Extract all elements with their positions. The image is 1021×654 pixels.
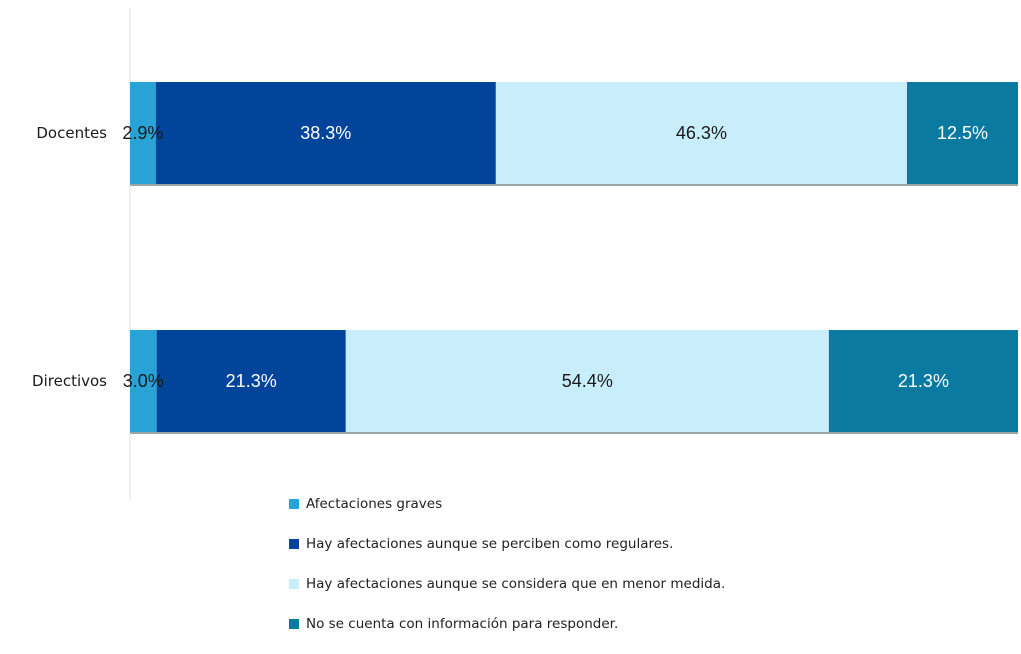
bar-segment-1-3 [495, 82, 907, 184]
segment-label-1-4: 12.5% [937, 123, 988, 143]
legend-label: No se cuenta con información para respon… [306, 616, 619, 632]
segment-label-2-3: 54.4% [562, 371, 613, 391]
legend: Afectaciones graves Hay afectaciones aunq… [289, 494, 725, 654]
segment-label-2-4: 21.3% [898, 371, 949, 391]
legend-swatch [289, 619, 299, 629]
legend-label: Afectaciones graves [306, 496, 443, 512]
segment-labels: 2.9% 38.3% 46.3% 12.5% 3.0% 21.3% 54.4% 21.3% [122, 123, 988, 391]
legend-swatch [289, 539, 299, 549]
bar-segment-1-4 [907, 82, 1018, 184]
segment-label-2-1: 3.0% [123, 371, 164, 391]
segment-label-1-2: 38.3% [300, 123, 351, 143]
bar-shadow [130, 432, 1018, 434]
legend-label: Hay afectaciones aunque se perciben como… [306, 536, 674, 552]
bar-segment-1-2 [155, 82, 496, 184]
bar-segment-2-4 [828, 330, 1018, 432]
segment-label-1-1: 2.9% [122, 123, 163, 143]
legend-swatch [289, 499, 299, 509]
bar-segment-2-2 [156, 330, 346, 432]
stacked-bar-chart: 2.9% 38.3% 46.3% 12.5% 3.0% 21.3% 54.4% 21.3% D… [32, 8, 1018, 500]
legend-label: Hay afectaciones aunque se considera que… [306, 576, 726, 592]
bar-segment-2-1 [130, 330, 157, 432]
category-label: Docentes [36, 124, 107, 142]
bar-shadow [130, 184, 1018, 186]
bar-segment-1-1 [130, 82, 156, 184]
legend-item: Hay afectaciones aunque se perciben como… [289, 534, 725, 554]
legend-item: Afectaciones graves [289, 494, 725, 514]
category-label: Directivos [32, 372, 107, 390]
legend-swatch [289, 579, 299, 589]
category-labels: Docentes Directivos [32, 124, 107, 390]
bar-segments [130, 82, 1018, 434]
legend-item: Hay afectaciones aunque se considera que… [289, 574, 725, 594]
segment-label-1-3: 46.3% [676, 123, 727, 143]
bar-segment-2-3 [345, 330, 829, 432]
legend-item: No se cuenta con información para respon… [289, 614, 725, 634]
segment-label-2-2: 21.3% [226, 371, 277, 391]
